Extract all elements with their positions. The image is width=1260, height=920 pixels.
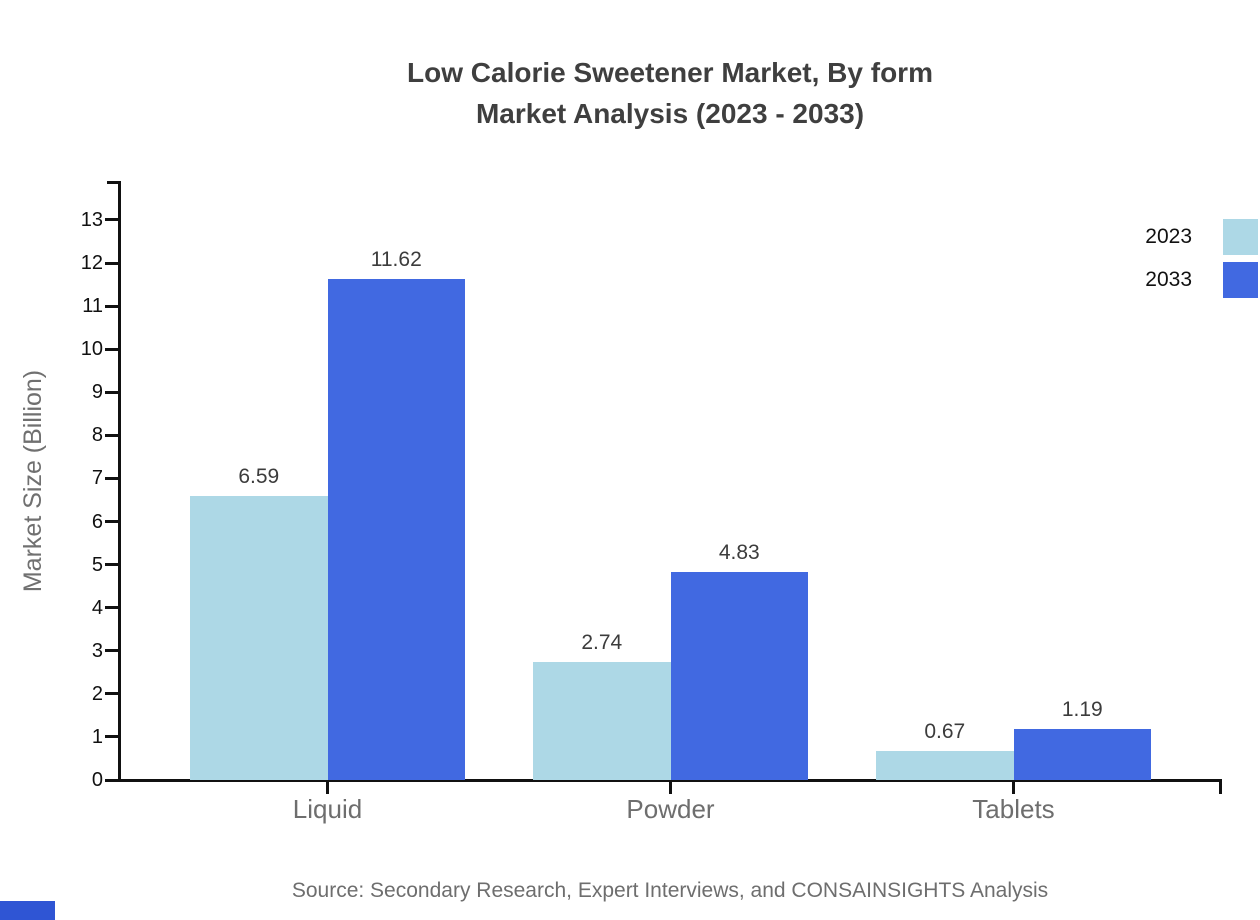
y-tick-label: 0 bbox=[91, 769, 103, 791]
x-category-label: Tablets bbox=[972, 794, 1055, 824]
y-tick-label: 6 bbox=[91, 510, 103, 533]
bar-2033-powder bbox=[670, 571, 808, 780]
bar-value-label: 4.83 bbox=[718, 540, 760, 564]
legend: 2023 2033 bbox=[1100, 219, 1258, 305]
y-axis-line bbox=[118, 181, 121, 782]
bar-value-label: 2.74 bbox=[581, 630, 623, 654]
legend-swatch-2023 bbox=[1223, 219, 1258, 255]
y-tick bbox=[105, 433, 118, 437]
bar-value-label: 0.67 bbox=[924, 720, 966, 744]
x-tick bbox=[669, 780, 672, 794]
y-tick bbox=[105, 218, 118, 222]
legend-item-2023: 2023 bbox=[1100, 219, 1258, 255]
y-tick-label: 7 bbox=[91, 467, 103, 490]
chart-title: Low Calorie Sweetener Market, By form Ma… bbox=[80, 52, 1260, 134]
y-tick bbox=[105, 347, 118, 351]
x-category-label: Powder bbox=[626, 794, 715, 824]
y-tick-label: 11 bbox=[82, 295, 103, 318]
y-tick bbox=[105, 735, 118, 739]
y-tick-label: 4 bbox=[91, 596, 103, 619]
y-tick-label: 3 bbox=[91, 639, 103, 662]
legend-item-2033: 2033 bbox=[1100, 262, 1258, 298]
y-tick bbox=[105, 606, 118, 610]
legend-label-2033: 2033 bbox=[1145, 268, 1192, 291]
bar-2033-liquid bbox=[327, 279, 465, 780]
y-tick bbox=[105, 390, 118, 394]
y-tick-label: 8 bbox=[91, 424, 103, 447]
y-tick-label: 12 bbox=[80, 252, 103, 275]
y-tick bbox=[105, 476, 118, 480]
y-tick bbox=[105, 563, 118, 567]
bar-value-label: 6.59 bbox=[238, 465, 280, 489]
y-tick-label: 13 bbox=[80, 208, 103, 231]
y-tick-label: 9 bbox=[91, 381, 103, 404]
bar-2023-tablets bbox=[876, 751, 1014, 780]
x-tick bbox=[326, 780, 329, 794]
y-tick bbox=[105, 520, 118, 524]
y-tick-label: 10 bbox=[80, 338, 103, 361]
source-attribution: Source: Secondary Research, Expert Inter… bbox=[291, 879, 1049, 902]
x-category-label: Liquid bbox=[292, 794, 363, 824]
y-tick bbox=[105, 692, 118, 696]
y-tick bbox=[105, 304, 118, 308]
bar-value-label: 1.19 bbox=[1061, 697, 1103, 721]
y-tick-label: 5 bbox=[91, 553, 103, 576]
bar-value-label: 11.62 bbox=[370, 248, 422, 272]
legend-swatch-2033 bbox=[1223, 262, 1258, 298]
watermark-block bbox=[0, 901, 55, 920]
y-axis-top-cap bbox=[107, 181, 118, 184]
y-tick bbox=[105, 649, 118, 653]
bar-2023-powder bbox=[533, 661, 671, 780]
x-tick bbox=[1012, 780, 1015, 794]
bar-2033-tablets bbox=[1013, 728, 1151, 780]
y-tick bbox=[105, 261, 118, 265]
legend-label-2023: 2023 bbox=[1145, 225, 1192, 248]
chart-title-line2: Market Analysis (2023 - 2033) bbox=[475, 98, 865, 129]
chart-title-line1: Low Calorie Sweetener Market, By form bbox=[407, 57, 933, 88]
y-tick bbox=[105, 778, 118, 782]
y-tick-label: 1 bbox=[91, 725, 103, 748]
x-axis-end-cap bbox=[1219, 779, 1222, 794]
bar-2023-liquid bbox=[190, 496, 328, 780]
y-tick-label: 2 bbox=[91, 682, 103, 705]
